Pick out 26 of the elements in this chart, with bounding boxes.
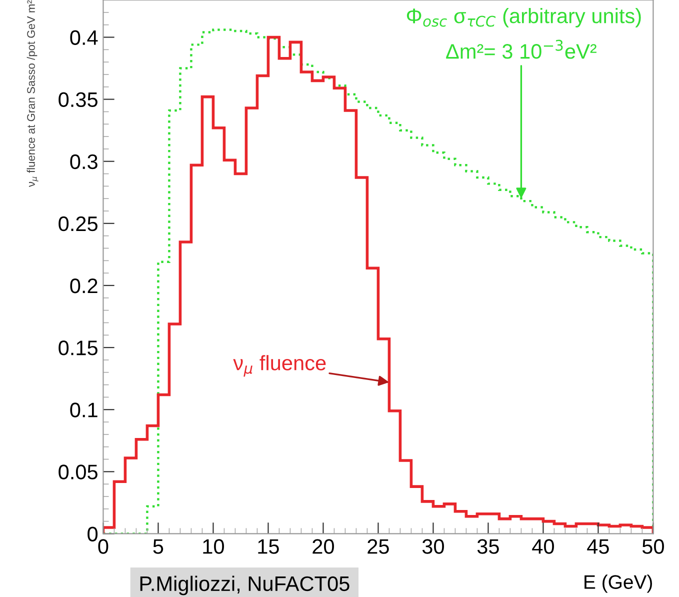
x-tick-label: 15 <box>258 539 279 554</box>
annotation: Δm²= 3 10$^{−3}$eV² <box>446 40 596 59</box>
y-tick-label: 0.3 <box>70 154 98 170</box>
y-tick-label: 0.35 <box>58 92 98 108</box>
x-tick-label: 35 <box>477 539 499 554</box>
x-tick-label: 50 <box>642 539 664 554</box>
y-tick-label: 0.1 <box>70 402 98 418</box>
x-tick-label: 25 <box>368 539 389 554</box>
x-tick-label: 0 <box>98 539 108 554</box>
y-tick-label: 0.25 <box>58 216 98 232</box>
y-tick-label: 0.2 <box>70 278 98 294</box>
y-axis-title: ν$_{μ}$ fluence at Gran Sasso /pot GeV m² <box>26 0 38 187</box>
x-tick-label: 10 <box>203 539 224 554</box>
y-tick-label: 0.4 <box>70 30 98 45</box>
text: P.Migliozzi, NuFACT05 <box>140 576 350 596</box>
y-tick-label: 0.05 <box>58 464 98 480</box>
x-tick-label: 5 <box>153 539 164 554</box>
text: Φ$_{osc}$ σ$_{τCC}$ (arbitrary units) <box>406 8 641 28</box>
x-tick-label: 20 <box>312 539 334 554</box>
x-tick-label: 45 <box>587 539 609 554</box>
x-tick-label: 40 <box>532 539 554 554</box>
y-tick-label: 0 <box>88 526 98 542</box>
x-tick-label: 30 <box>422 539 444 554</box>
y-tick-label: 0.15 <box>58 340 98 356</box>
x-axis-title: E (GeV) <box>584 574 652 593</box>
annotation: ν$_{μ}$ fluence <box>233 355 326 377</box>
